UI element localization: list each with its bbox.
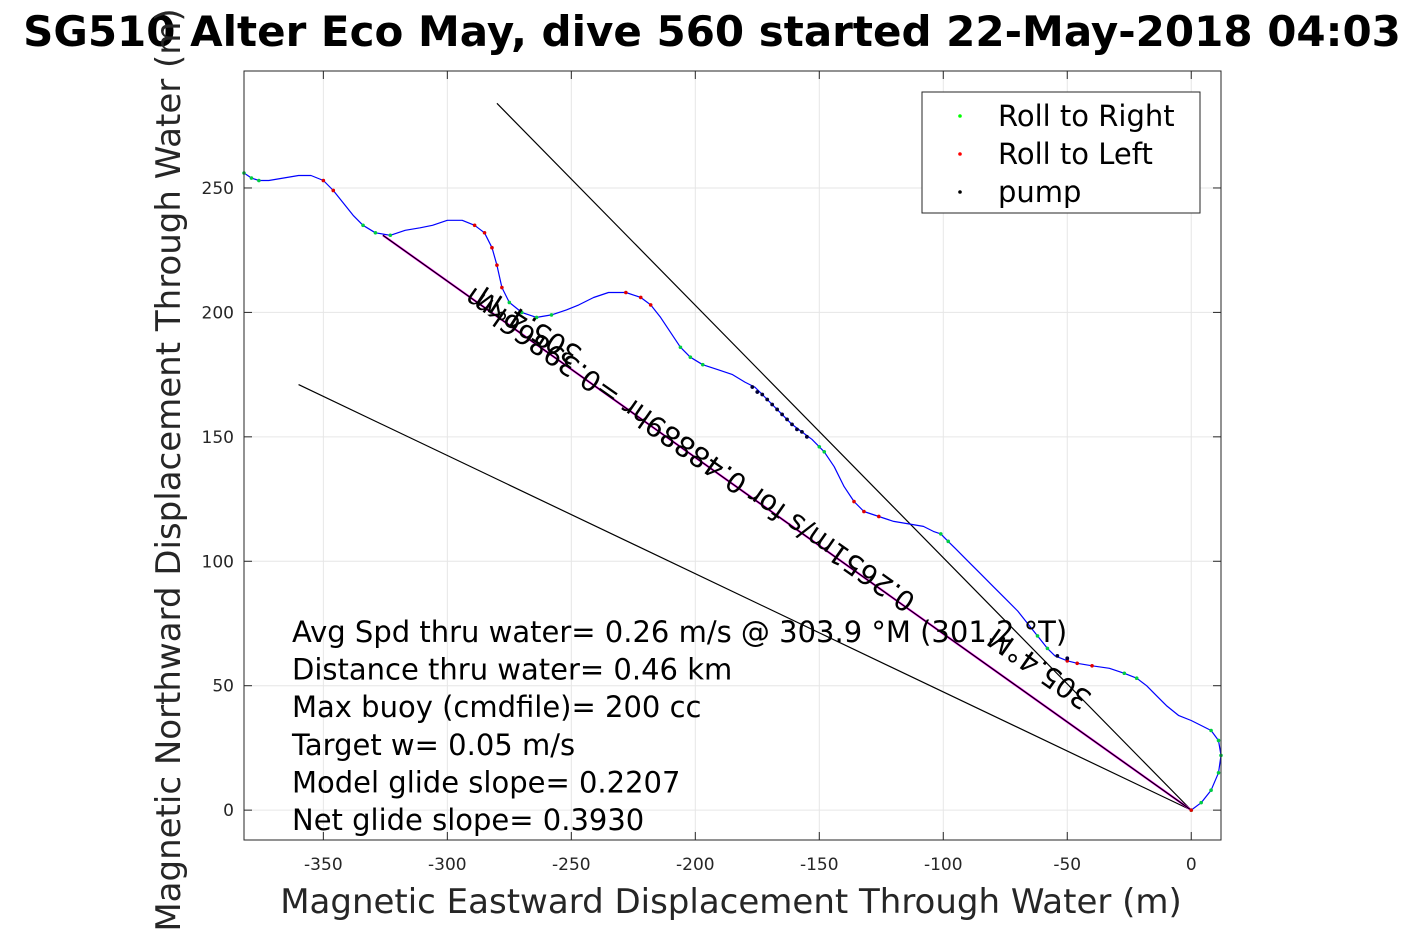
- x-tick-label: -100: [924, 855, 963, 875]
- y-axis-label: Magnetic Northward Displacement Through …: [149, 8, 189, 931]
- pump-marker: [770, 402, 775, 407]
- chart-title: SG510 Alter Eco May, dive 560 started 22…: [23, 7, 1401, 56]
- axes-box: [243, 70, 1222, 841]
- roll-right-marker: [678, 345, 683, 350]
- y-tick-label: 200: [202, 303, 234, 323]
- legend-label: Roll to Right: [998, 99, 1175, 133]
- roll-right-marker: [822, 449, 827, 454]
- roll-right-marker: [700, 362, 705, 367]
- pump-marker: [755, 390, 760, 394]
- roll-right-marker: [938, 532, 943, 536]
- roll-left-marker: [638, 295, 643, 300]
- x-tick-label: -200: [676, 855, 715, 875]
- legend-box: [921, 91, 1201, 214]
- x-tick-label: -50: [1053, 855, 1081, 875]
- roll-left-marker: [500, 285, 504, 290]
- legend-label: pump: [998, 175, 1081, 209]
- pump-marker: [800, 429, 804, 434]
- roll-right-marker: [1045, 646, 1050, 651]
- pump-marker: [790, 422, 794, 427]
- legend-marker: [958, 190, 962, 194]
- x-tick-label: 0: [1186, 855, 1197, 875]
- roll-right-marker: [249, 176, 254, 180]
- roll-right-marker: [549, 313, 554, 317]
- x-tick-label: -350: [304, 855, 343, 875]
- roll-left-marker: [490, 245, 494, 250]
- roll-right-marker: [1209, 788, 1213, 793]
- roll-right-marker: [1209, 728, 1213, 733]
- roll-right-marker: [1216, 771, 1221, 775]
- pump-marker: [804, 434, 809, 439]
- legend: Roll to Right Roll to Left pump: [921, 91, 1201, 214]
- roll-left-marker: [1189, 808, 1194, 812]
- x-tick-label: -300: [428, 855, 467, 875]
- roll-right-marker: [388, 233, 393, 238]
- stat-line: Distance thru water= 0.46 km: [292, 653, 732, 687]
- reference-line: [496, 102, 1192, 811]
- pump-marker: [1055, 653, 1060, 658]
- pump-marker: [785, 417, 789, 422]
- roll-left-marker: [648, 303, 653, 307]
- roll-right-marker: [507, 300, 512, 305]
- roll-right-marker: [688, 355, 693, 359]
- roll-left-marker: [1090, 663, 1094, 668]
- reference-line: [382, 234, 1192, 811]
- dive-stats: Avg Spd thru water= 0.26 m/s @ 303.9 °M …: [291, 615, 1067, 837]
- roll-left-marker: [472, 223, 477, 228]
- roll-markers: [242, 171, 1223, 812]
- roll-right-marker: [257, 178, 261, 183]
- reference-line: [298, 384, 1192, 811]
- legend-marker: [958, 152, 962, 156]
- roll-right-marker: [373, 230, 378, 235]
- roll-right-marker: [1122, 671, 1127, 676]
- roll-left-marker: [624, 290, 628, 295]
- x-axis-label: Magnetic Eastward Displacement Through W…: [280, 882, 1182, 922]
- stat-line: Net glide slope= 0.3930: [292, 803, 644, 837]
- pump-marker: [795, 427, 799, 432]
- pump-marker: [775, 407, 780, 412]
- roll-right-marker: [1035, 634, 1040, 638]
- pump-marker: [760, 392, 765, 397]
- roll-right-marker: [519, 310, 524, 315]
- roll-right-marker: [361, 223, 365, 228]
- roll-right-marker: [1216, 738, 1221, 743]
- y-tick-label: 250: [202, 179, 234, 199]
- stat-line: Model glide slope= 0.2207: [292, 765, 680, 799]
- roll-left-marker: [1075, 661, 1079, 666]
- y-tick-label: 50: [212, 677, 234, 697]
- roll-left-marker: [321, 178, 326, 183]
- x-tick-label: -250: [552, 855, 591, 875]
- roll-left-marker: [482, 230, 487, 235]
- y-axis-ticks: 0 50 100 150 200 250: [202, 179, 1221, 821]
- roll-right-marker: [1134, 676, 1139, 681]
- x-tick-label: -150: [800, 855, 839, 875]
- roll-right-marker: [817, 444, 822, 449]
- y-tick-label: 0: [223, 801, 234, 821]
- roll-left-marker: [852, 499, 856, 504]
- roll-right-marker: [1199, 800, 1203, 805]
- x-axis-ticks: -350 -300 -250 -200 -150 -100 -50 0: [304, 71, 1197, 875]
- stat-line: Target w= 0.05 m/s: [291, 728, 575, 762]
- roll-right-marker: [534, 315, 539, 320]
- roll-right-marker: [946, 539, 951, 544]
- stat-line: Avg Spd thru water= 0.26 m/s @ 303.9 °M …: [292, 615, 1067, 649]
- legend-label: Roll to Left: [998, 137, 1153, 171]
- roll-left-marker: [495, 263, 499, 267]
- pump-marker: [780, 412, 784, 417]
- pump-marker: [1065, 656, 1070, 661]
- roll-left-marker: [862, 509, 866, 514]
- pump-marker: [750, 385, 755, 389]
- stat-line: Max buoy (cmdfile)= 200 cc: [292, 690, 701, 724]
- roll-left-marker: [331, 188, 336, 193]
- y-tick-label: 100: [202, 552, 234, 572]
- legend-marker: [958, 114, 962, 118]
- pump-marker: [765, 397, 770, 402]
- y-tick-label: 150: [202, 428, 234, 448]
- roll-left-marker: [877, 514, 881, 519]
